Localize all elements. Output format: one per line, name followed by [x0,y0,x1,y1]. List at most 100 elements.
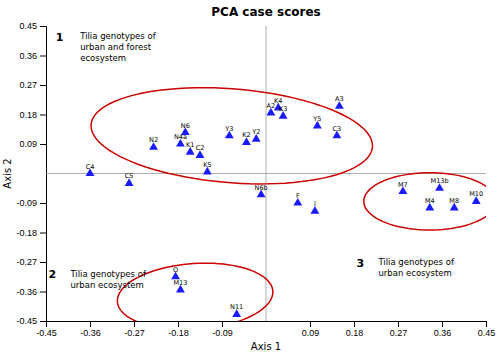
y-tick-label: 0.45 [19,21,37,31]
y-tick-mark [40,233,46,234]
x-tick-label: 0.45 [478,328,496,338]
point-label: Y3 [224,125,233,133]
x-tick-label: 0.27 [390,328,408,338]
zero-line-vertical [266,26,267,321]
point-label: C2 [196,144,205,152]
x-tick: 0.18 [346,321,364,338]
y-tick-label: 0.36 [19,51,37,61]
y-tick-label: -0.36 [16,287,37,297]
point-label: M13b [431,177,449,185]
x-tick-mark [222,321,223,327]
x-tick-label: -0.45 [36,328,57,338]
x-tick: -0.27 [124,321,145,338]
x-tick-label: 0.18 [346,328,364,338]
point-label: K4 [274,97,282,105]
x-tick-mark [134,321,135,327]
x-tick: -0.36 [80,321,101,338]
group-label: ecosystem [80,53,126,63]
group-label: Tilia genotypes of [69,269,146,279]
group-label: urban ecosystem [378,268,451,278]
point-label: I [314,200,316,208]
x-tick-mark [178,321,179,327]
point-label: M4 [425,197,435,205]
group-ellipse [91,88,372,184]
x-axis-line [47,322,487,328]
y-tick: -0.45 [16,316,46,326]
point-label: C4 [86,163,95,171]
point-labels: C4C5N2N4aN6K1C2K5Y3K2Y2A2K4K3A3Y5C3N6bFO… [86,95,484,311]
y-tick: -0.09 [16,198,46,208]
y-tick: 0.45 [19,21,46,31]
y-tick: 0.09 [19,139,46,149]
y-tick: 0.36 [19,51,46,61]
y-axis-title: Axis 2 [2,158,13,188]
x-tick-mark [354,321,355,327]
group-ellipse [364,173,486,230]
point-label: N11 [230,303,243,311]
y-tick: 0.18 [19,110,46,120]
y-tick: -0.27 [16,257,46,267]
y-tick-mark [40,115,46,116]
group-number: 3 [356,257,364,270]
plot: -0.45 -0.36 -0.27 -0.18 -0.09 0.09 0.18 0.27 0.3… [16,21,495,338]
point-label: A3 [335,95,344,103]
y-tick: -0.36 [16,287,46,297]
point-label: N6 [181,122,190,130]
point-label: M7 [398,181,408,189]
x-tick-label: -0.27 [124,328,145,338]
x-tick-label: -0.09 [212,328,233,338]
point-label: K3 [279,105,287,113]
x-tick: 0.36 [434,321,452,338]
x-tick: -0.45 [36,321,57,338]
x-tick-label: 0.36 [434,328,452,338]
x-tick-label: -0.36 [80,328,101,338]
x-tick: 0.45 [478,321,496,338]
y-axis: -0.45 -0.36 -0.27 -0.18 -0.09 0.09 0.18 0.27 0.3… [16,21,46,326]
marks [86,88,486,321]
y-tick-label: -0.27 [16,257,37,267]
point-label: C3 [333,125,342,133]
y-tick-mark [40,56,46,57]
x-tick-label: -0.18 [168,328,189,338]
group-number: 1 [56,31,64,44]
x-tick-mark [310,321,311,327]
point-label: M10 [469,190,483,198]
y-tick-mark [40,321,46,322]
x-axis: -0.45 -0.36 -0.27 -0.18 -0.09 0.09 0.18 0.27 0.3… [36,321,495,338]
y-tick-mark [40,203,46,204]
y-axis-line [40,27,47,322]
x-tick: -0.18 [168,321,189,338]
annotations: 1Tilia genotypes ofurban and forestecosy… [48,31,454,290]
point-label: M8 [449,197,459,205]
point-label: N4a [174,133,187,141]
group-label: urban and forest [80,42,151,52]
y-tick-label: 0.27 [19,80,37,90]
title: PCA case scores [211,5,320,19]
point-label: O [173,266,178,274]
point-label: N6b [255,184,268,192]
y-tick: 0.27 [19,80,46,90]
group-label: urban ecosystem [70,280,143,290]
x-tick-mark [442,321,443,327]
group-number: 2 [48,268,56,281]
group-label: Tilia genotypes of [79,31,156,41]
y-tick-label: -0.45 [16,316,37,326]
point-label: K1 [186,141,194,149]
x-tick-mark [90,321,91,327]
point-label: K5 [203,161,211,169]
group-label: Tilia genotypes of [377,257,454,267]
x-tick: 0.09 [302,321,320,338]
y-tick-mark [40,262,46,263]
x-tick: 0.27 [390,321,408,338]
point-label: N2 [149,136,158,144]
x-tick: -0.09 [212,321,233,338]
x-axis-title: Axis 1 [251,341,281,352]
y-tick-mark [40,85,46,86]
y-tick: -0.18 [16,228,46,238]
point-label: Y2 [251,128,260,136]
y-tick-label: -0.09 [16,198,37,208]
y-tick-mark [40,144,46,145]
y-tick-label: 0.18 [19,110,37,120]
x-tick-mark [398,321,399,327]
x-tick-mark [486,321,487,327]
